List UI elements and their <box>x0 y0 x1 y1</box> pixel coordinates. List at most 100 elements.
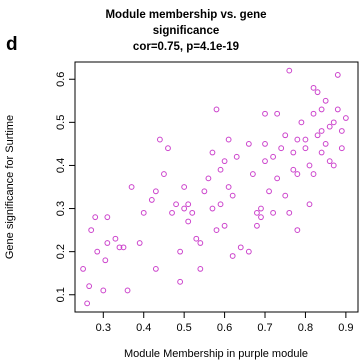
data-point <box>161 171 167 177</box>
data-point <box>249 171 256 177</box>
y-tick-label: 0.3 <box>55 201 67 216</box>
data-point <box>197 265 204 272</box>
x-tick-label: 0.5 <box>177 322 192 334</box>
data-point <box>306 201 313 208</box>
data-point <box>229 192 236 199</box>
data-point <box>84 300 91 307</box>
y-tick-label: 0.4 <box>55 158 67 173</box>
data-point <box>177 278 184 285</box>
data-point <box>298 119 305 126</box>
x-tick-label: 0.3 <box>96 322 111 334</box>
data-point <box>225 184 232 190</box>
data-point <box>213 227 220 234</box>
data-point <box>245 140 252 147</box>
data-point <box>306 162 313 169</box>
y-axis-label: Gene significance for Surtime <box>4 115 16 259</box>
y-tick-label: 0.1 <box>55 287 67 302</box>
data-point <box>217 201 224 208</box>
data-point <box>302 145 309 152</box>
x-tick-label: 0.6 <box>217 322 232 334</box>
data-point <box>94 248 101 255</box>
data-point <box>310 171 317 177</box>
data-point <box>286 209 293 216</box>
data-point <box>136 240 143 246</box>
data-point <box>237 244 244 251</box>
data-point <box>124 287 131 294</box>
chart-title-line-3: cor=0.75, p=4.1e-19 <box>133 41 239 53</box>
data-point <box>294 136 301 143</box>
data-point <box>229 253 236 259</box>
data-point <box>102 257 109 264</box>
data-point <box>152 265 159 272</box>
data-point <box>201 188 208 195</box>
chart-title-line-2: significance <box>153 25 219 37</box>
data-point <box>120 244 127 251</box>
x-tick-label: 0.7 <box>257 322 272 334</box>
data-point <box>294 171 301 177</box>
data-point <box>318 106 325 113</box>
data-point <box>217 166 224 173</box>
data-point <box>209 205 216 212</box>
x-tick-label: 0.9 <box>338 322 353 334</box>
x-axis-label: Module Membership in purple module <box>124 348 308 360</box>
data-point <box>326 123 333 130</box>
x-tick-label: 0.8 <box>298 322 313 334</box>
data-point <box>282 192 289 199</box>
data-point <box>266 188 272 195</box>
data-point <box>116 244 123 251</box>
data-point <box>86 283 93 290</box>
data-point <box>157 136 163 143</box>
data-point <box>314 132 321 139</box>
data-point <box>322 97 329 104</box>
data-point <box>104 240 111 246</box>
data-point <box>262 110 268 117</box>
data-point <box>88 227 95 234</box>
data-point <box>310 84 317 91</box>
data-point <box>173 201 179 208</box>
data-point <box>181 205 188 212</box>
data-point <box>258 205 264 212</box>
data-point <box>148 197 155 203</box>
data-point <box>205 175 212 182</box>
y-tick-label: 0.5 <box>55 115 67 130</box>
data-point <box>334 106 341 113</box>
data-point <box>342 115 349 121</box>
data-point <box>185 201 192 208</box>
data-point <box>326 158 333 165</box>
data-point <box>233 153 240 160</box>
data-point <box>165 145 171 152</box>
plot-frame <box>74 61 359 313</box>
data-point <box>302 136 309 143</box>
data-point <box>270 153 277 160</box>
data-point <box>221 158 228 165</box>
y-axis: 0.1 0.2 0.3 0.4 0.5 0.6 <box>55 72 75 302</box>
data-point <box>104 214 111 221</box>
data-point <box>221 222 228 229</box>
data-point <box>177 248 184 255</box>
data-point <box>128 184 135 190</box>
data-point <box>318 149 325 156</box>
data-point <box>330 119 337 126</box>
data-point <box>213 106 220 113</box>
data-point <box>274 110 281 117</box>
data-point <box>278 145 285 152</box>
data-point <box>254 209 260 216</box>
data-point <box>330 162 337 169</box>
data-point <box>197 240 204 246</box>
data-point <box>310 110 317 117</box>
data-point <box>282 132 289 139</box>
data-point <box>152 188 159 195</box>
data-point <box>189 209 196 216</box>
data-point <box>318 128 325 134</box>
y-tick-label: 0.2 <box>55 244 67 259</box>
data-point <box>274 175 281 182</box>
data-point <box>140 209 147 216</box>
chart-title-line-1: Module membership vs. gene <box>105 9 266 21</box>
x-axis: 0.3 0.4 0.5 0.6 0.7 0.8 0.9 <box>96 312 354 334</box>
data-point <box>286 67 293 74</box>
data-point <box>112 235 119 242</box>
data-point <box>290 149 297 156</box>
data-points <box>80 67 349 307</box>
data-point <box>322 140 329 147</box>
